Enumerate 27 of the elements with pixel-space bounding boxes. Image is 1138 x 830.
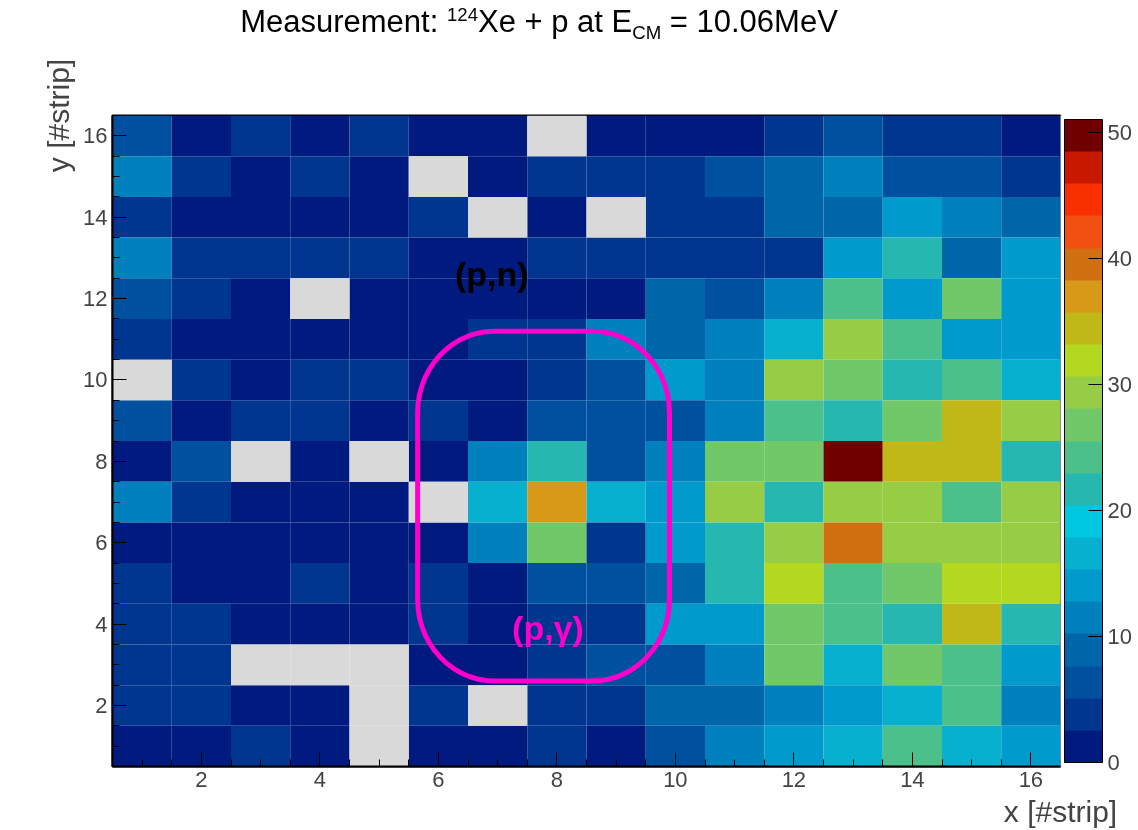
chart-title: Measurement: $^{124}$Xe + p at E$_{CM}$ = 10.06MeV [239, 2, 839, 46]
y-tick-label: 4 [95, 611, 108, 637]
y-tick-label: 16 [83, 123, 108, 149]
annotation: (p,γ) [512, 609, 584, 648]
color-bar-label: 50 [1107, 119, 1132, 145]
x-tick-label: 10 [663, 766, 688, 792]
y-tick-label: 2 [95, 692, 108, 718]
x-tick-label: 6 [432, 766, 445, 792]
x-tick-label: 16 [1018, 766, 1044, 792]
y-tick-label: 6 [95, 530, 108, 556]
x-tick-label: 2 [195, 766, 208, 792]
color-bar-label: 40 [1107, 245, 1132, 271]
y-tick-label: 10 [83, 367, 108, 393]
y-tick-label: 14 [83, 204, 108, 230]
x-axis-title: x [#strip] [1003, 794, 1118, 828]
y-tick-label: 8 [95, 448, 108, 474]
x-tick-label: 14 [900, 766, 925, 792]
color-bar-label: 0 [1107, 750, 1120, 775]
annotation: (p,n) [454, 255, 529, 294]
color-bar-label: 30 [1107, 371, 1132, 397]
y-axis-title: y [#strip] [42, 58, 76, 173]
y-tick-label: 12 [83, 286, 108, 312]
x-tick-label: 8 [550, 766, 564, 792]
x-tick-label: 4 [313, 766, 327, 792]
color-bar-label: 10 [1107, 623, 1132, 649]
color-bar-label: 20 [1107, 497, 1132, 523]
x-tick-label: 12 [781, 766, 807, 792]
